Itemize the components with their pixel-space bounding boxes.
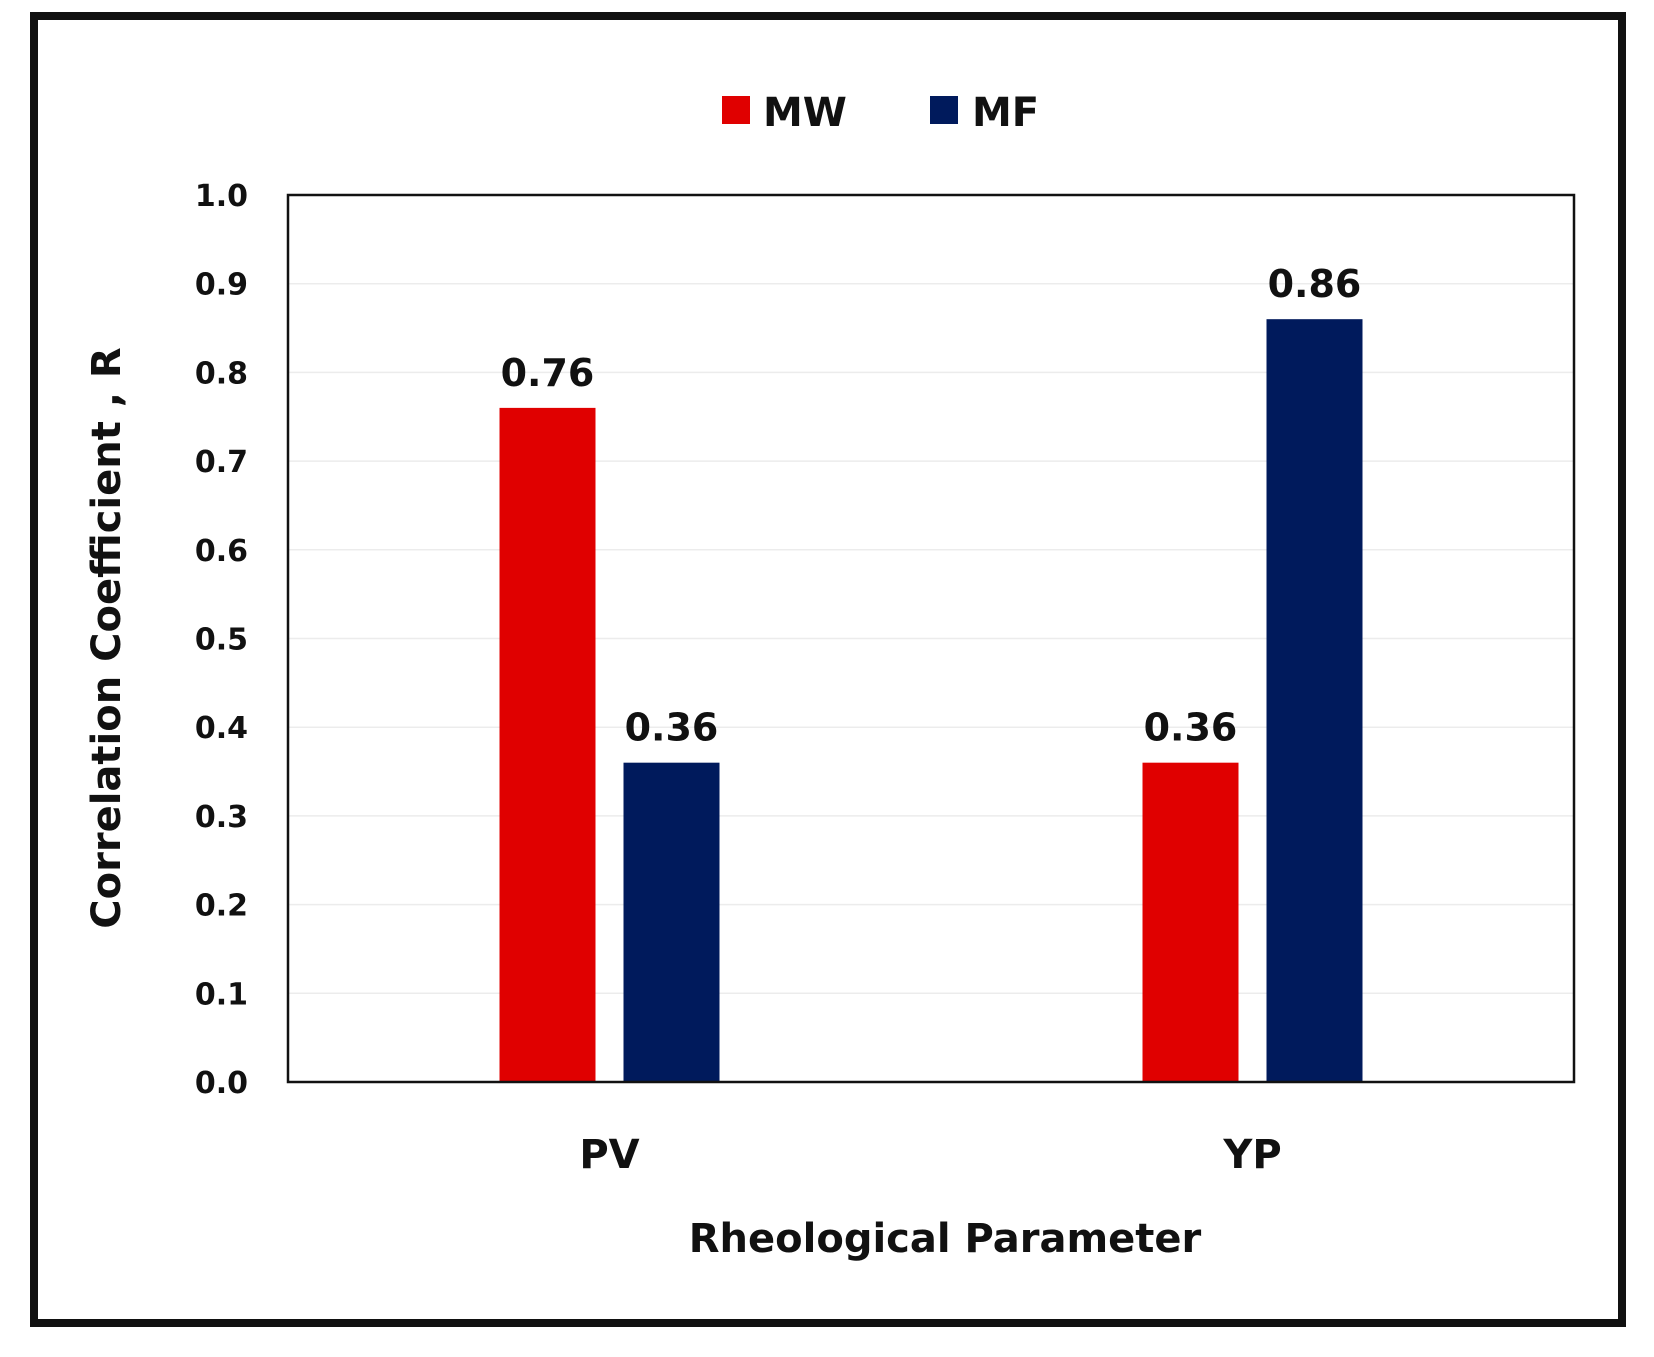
bar-mw-yp bbox=[1142, 762, 1239, 1082]
y-tick-label: 1.0 bbox=[195, 179, 248, 214]
y-tick-label: 0.3 bbox=[195, 800, 248, 835]
y-tick-label: 0.9 bbox=[195, 268, 248, 303]
data-labels: 0.76 0.36 0.36 0.86 bbox=[501, 262, 1362, 750]
y-tick-label: 0.4 bbox=[195, 711, 248, 746]
data-label-mw-yp: 0.36 bbox=[1144, 706, 1238, 750]
x-axis-categories: PV YP bbox=[579, 1132, 1281, 1178]
x-tick-label-yp: YP bbox=[1222, 1132, 1281, 1178]
y-axis-ticks: 0.0 0.1 0.2 0.3 0.4 0.5 0.6 0.7 0.8 0.9 1.0 bbox=[195, 179, 248, 1101]
legend-label-mw: MW bbox=[763, 90, 847, 136]
legend: MW MF bbox=[722, 90, 1039, 136]
data-label-mf-pv: 0.36 bbox=[625, 706, 719, 750]
data-label-mw-pv: 0.76 bbox=[501, 351, 595, 395]
legend-swatch-mw bbox=[722, 96, 750, 124]
y-tick-label: 0.2 bbox=[195, 889, 248, 924]
bar-mw-pv bbox=[499, 407, 596, 1082]
bar-mf-pv bbox=[623, 762, 720, 1082]
y-tick-label: 0.8 bbox=[195, 356, 248, 391]
y-tick-label: 0.5 bbox=[195, 623, 248, 658]
bar-mf-yp bbox=[1266, 319, 1363, 1082]
bars bbox=[499, 319, 1363, 1082]
y-tick-label: 0.1 bbox=[195, 977, 248, 1012]
y-axis-title: Correlation Coefficient , R bbox=[84, 347, 130, 928]
y-tick-label: 0.0 bbox=[195, 1066, 248, 1101]
x-tick-label-pv: PV bbox=[579, 1132, 639, 1178]
legend-label-mf: MF bbox=[972, 90, 1039, 136]
plot-area bbox=[286, 193, 1576, 1084]
gridlines bbox=[288, 282, 1574, 995]
data-label-mf-yp: 0.86 bbox=[1268, 262, 1362, 306]
legend-swatch-mf bbox=[930, 96, 958, 124]
y-tick-label: 0.6 bbox=[195, 534, 248, 569]
y-tick-label: 0.7 bbox=[195, 445, 248, 480]
x-axis-title: Rheological Parameter bbox=[689, 1216, 1202, 1262]
